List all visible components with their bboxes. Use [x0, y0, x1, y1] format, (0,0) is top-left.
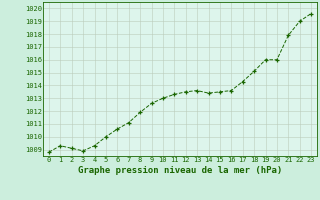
X-axis label: Graphe pression niveau de la mer (hPa): Graphe pression niveau de la mer (hPa) — [78, 166, 282, 175]
